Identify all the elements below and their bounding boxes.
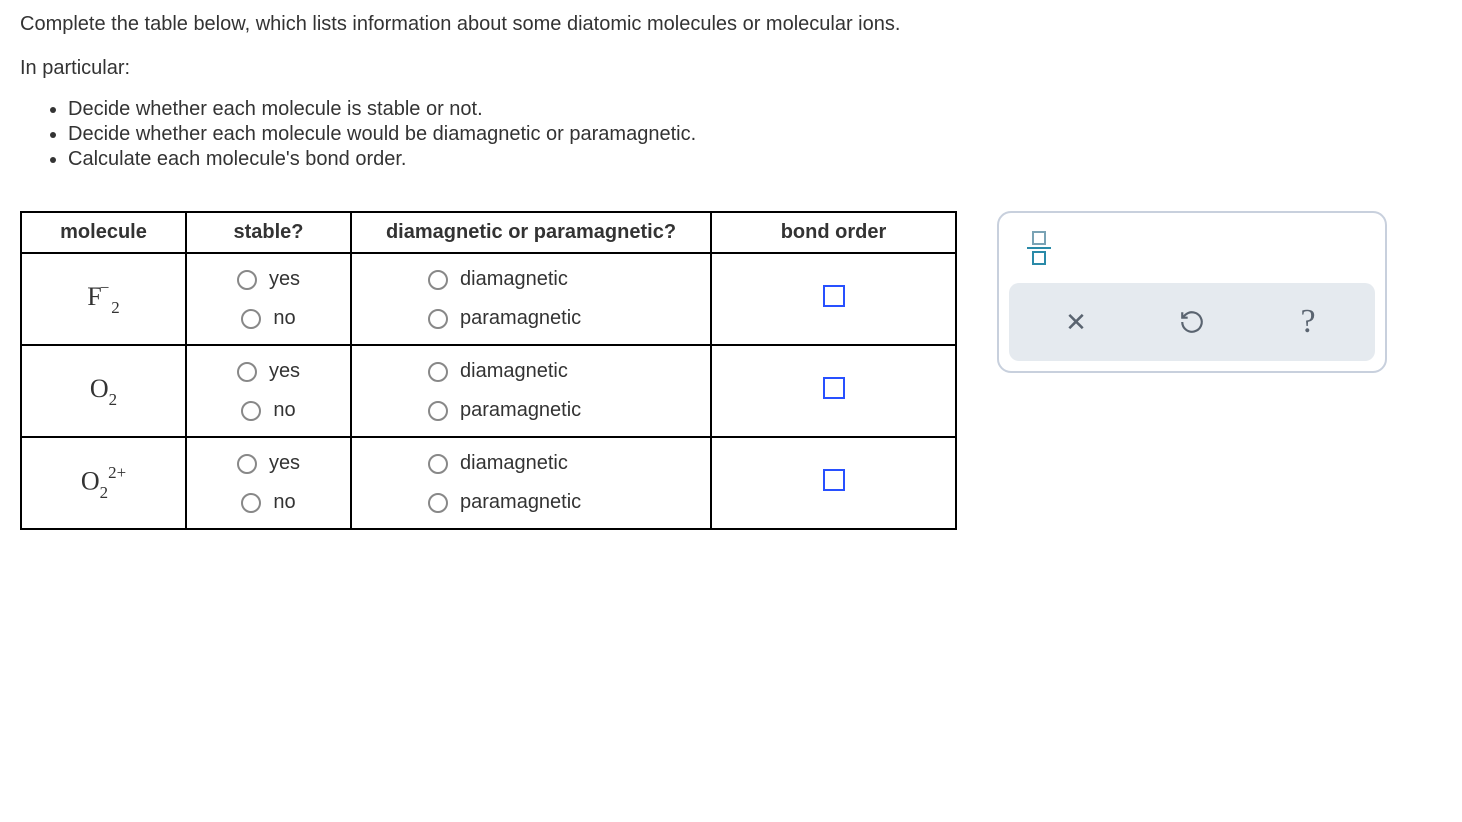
bond-order-cell [711,253,956,345]
bond-order-cell [711,437,956,529]
option-label: paramagnetic [460,307,581,330]
option-label: paramagnetic [460,491,581,514]
fraction-denominator-icon [1032,251,1046,265]
option-label: no [273,307,295,330]
stable-cell: yes no [186,253,351,345]
instruction-main: Complete the table below, which lists in… [20,10,1442,38]
magnetism-cell: diamagnetic paramagnetic [351,253,711,345]
panel-button-row [1009,283,1375,361]
stable-yes-option[interactable]: yes [237,360,300,383]
header-stable: stable? [186,212,351,253]
radio-icon [428,362,448,382]
undo-button[interactable] [1139,301,1245,343]
instruction-bullet-2: Decide whether each molecule would be di… [68,123,1442,146]
diamagnetic-option[interactable]: diamagnetic [428,268,568,291]
radio-icon [237,454,257,474]
molecule-charge: 2+ [108,463,126,482]
paramagnetic-option[interactable]: paramagnetic [428,399,581,422]
radio-icon [237,270,257,290]
fraction-bar-icon [1027,247,1051,249]
undo-icon [1179,309,1205,335]
radio-icon [428,401,448,421]
molecule-base: O [90,374,109,403]
stable-cell: yes no [186,345,351,437]
magnetism-cell: diamagnetic paramagnetic [351,345,711,437]
fraction-tool-button[interactable] [1027,231,1051,265]
option-label: yes [269,360,300,383]
molecule-formula-o2-2plus: O22+ [81,457,126,509]
radio-icon [241,309,261,329]
option-label: paramagnetic [460,399,581,422]
table-row: F−2 yes no diamagnetic paramagnetic [21,253,956,345]
molecule-formula-o2: O2 [90,366,117,416]
clear-button[interactable] [1023,301,1129,343]
instruction-bullet-1: Decide whether each molecule is stable o… [68,98,1442,121]
radio-icon [428,270,448,290]
option-label: diamagnetic [460,452,568,475]
bond-order-input[interactable] [823,377,845,399]
option-label: yes [269,268,300,291]
bond-order-cell [711,345,956,437]
molecule-sub: 2 [109,390,117,409]
bond-order-input[interactable] [823,469,845,491]
molecule-cell: O22+ [21,437,186,529]
instruction-sub: In particular: [20,54,1442,82]
radio-icon [241,493,261,513]
option-label: no [273,491,295,514]
diamagnetic-option[interactable]: diamagnetic [428,360,568,383]
header-bond-order: bond order [711,212,956,253]
fraction-numerator-icon [1032,231,1046,245]
diamagnetic-option[interactable]: diamagnetic [428,452,568,475]
option-label: no [273,399,295,422]
molecule-formula-f2minus: F−2 [87,274,119,324]
molecule-charge: − [100,278,110,297]
stable-no-option[interactable]: no [241,307,295,330]
stable-cell: yes no [186,437,351,529]
radio-icon [428,454,448,474]
molecule-cell: O2 [21,345,186,437]
molecule-cell: F−2 [21,253,186,345]
paramagnetic-option[interactable]: paramagnetic [428,491,581,514]
molecule-sub: 2 [100,483,108,502]
molecule-sub: 2 [111,298,119,317]
stable-yes-option[interactable]: yes [237,452,300,475]
stable-no-option[interactable]: no [241,399,295,422]
stable-no-option[interactable]: no [241,491,295,514]
option-label: diamagnetic [460,268,568,291]
option-label: diamagnetic [460,360,568,383]
help-button[interactable] [1255,301,1361,343]
table-row: O2 yes no diamagnetic paramagnetic [21,345,956,437]
tool-panel [997,211,1387,373]
molecule-table: molecule stable? diamagnetic or paramagn… [20,211,957,530]
option-label: yes [269,452,300,475]
magnetism-cell: diamagnetic paramagnetic [351,437,711,529]
stable-yes-option[interactable]: yes [237,268,300,291]
radio-icon [428,309,448,329]
radio-icon [237,362,257,382]
instruction-list: Decide whether each molecule is stable o… [20,98,1442,171]
header-molecule: molecule [21,212,186,253]
molecule-base: O [81,467,100,496]
table-row: O22+ yes no diamagnetic paramagnetic [21,437,956,529]
instruction-bullet-3: Calculate each molecule's bond order. [68,148,1442,171]
paramagnetic-option[interactable]: paramagnetic [428,307,581,330]
radio-icon [428,493,448,513]
radio-icon [241,401,261,421]
bond-order-input[interactable] [823,285,845,307]
header-magnetism: diamagnetic or paramagnetic? [351,212,711,253]
